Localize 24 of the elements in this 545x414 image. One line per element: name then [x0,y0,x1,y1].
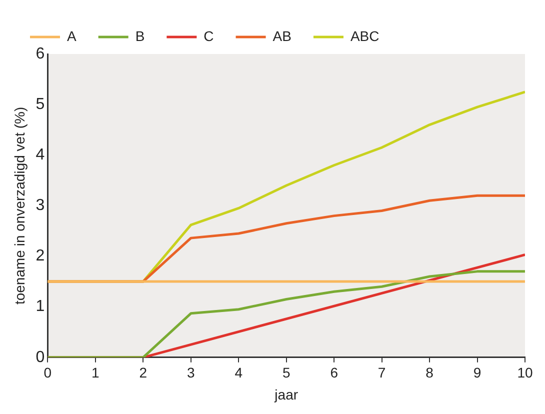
y-tick-label: 1 [36,298,45,316]
y-tick-label: 5 [36,96,45,113]
legend-label: A [67,28,77,44]
x-tick-label: 1 [92,364,100,381]
y-axis-title: toename in onverzadigd vet (%) [11,106,28,305]
legend-label: C [204,28,214,44]
y-tick-label: 6 [36,45,45,62]
x-tick-label: 2 [139,364,148,381]
x-tick-label: 7 [378,364,386,381]
legend-label: ABC [350,28,380,44]
x-tick-label: 6 [330,364,338,381]
y-tick-label: 0 [36,348,45,366]
legend-label: AB [272,28,292,44]
y-tick-label: 3 [36,197,45,214]
x-tick-label: 9 [473,364,482,381]
x-tick-label: 8 [426,364,434,381]
x-axis-title: jaar [274,386,298,402]
x-tick-label: 3 [186,364,195,381]
x-tick-label: 5 [282,364,290,381]
y-tick-label: 2 [36,248,45,265]
y-tick-label: 4 [36,146,45,164]
x-tick-label: 10 [517,364,533,381]
legend-label: B [135,28,145,44]
x-tick-label: 4 [234,364,243,381]
